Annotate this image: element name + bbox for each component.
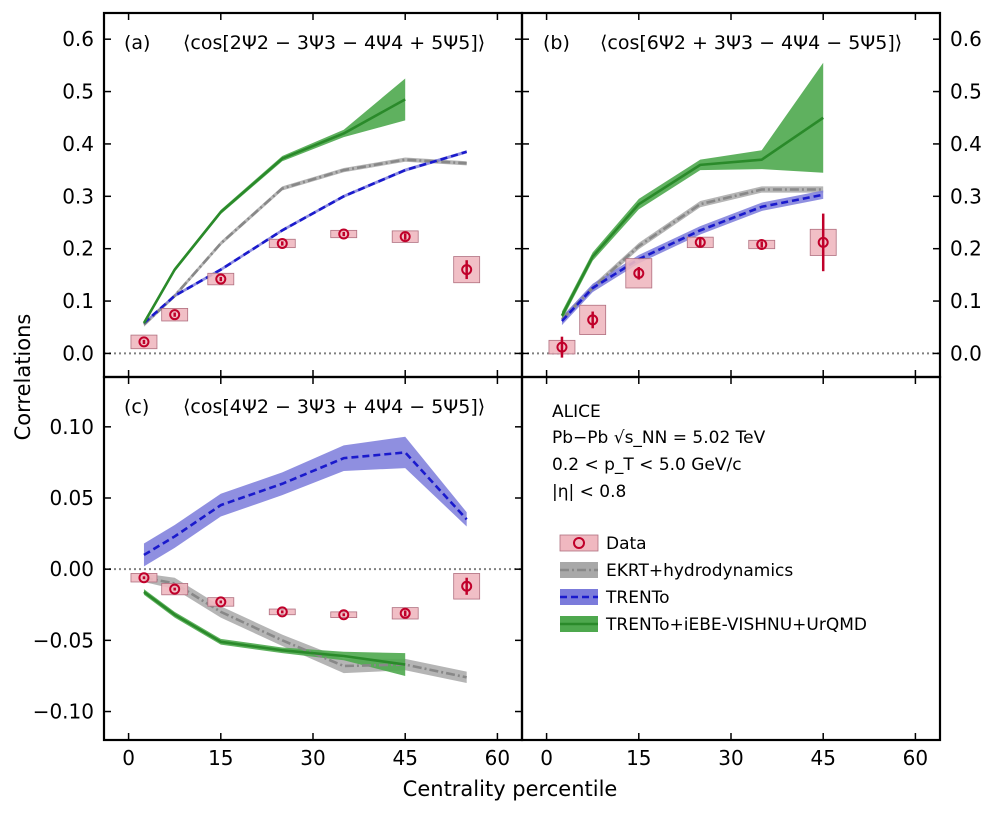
ytick-label-b-3: 0.3 bbox=[950, 184, 982, 208]
ytick-label-a-6: 0.6 bbox=[62, 27, 94, 51]
ytick-label-a-0: 0.0 bbox=[62, 341, 94, 365]
line-trento-a bbox=[143, 150, 468, 325]
data-point-b-2 bbox=[633, 267, 645, 279]
legend-label-trento: TRENTo bbox=[605, 588, 670, 608]
ytick-label-b-0: 0.0 bbox=[950, 341, 982, 365]
data-point-c-5 bbox=[399, 607, 411, 619]
xtick-label-c-4: 60 bbox=[485, 746, 510, 770]
line-ekrt-c bbox=[143, 576, 467, 679]
band-trento-c bbox=[143, 436, 467, 567]
legend-item-data: Data bbox=[559, 534, 647, 554]
panel-frames bbox=[102, 11, 942, 742]
info-eta-range: |η| < 0.8 bbox=[552, 482, 626, 502]
ytick-label-b-4: 0.4 bbox=[950, 132, 982, 156]
line-vishnu-b bbox=[560, 116, 824, 317]
data-point-c-1 bbox=[169, 583, 181, 595]
xtick-label-d-1: 15 bbox=[626, 746, 651, 770]
legend: Data EKRT+hydrodynamics TRENTo TRENTo+iE… bbox=[559, 534, 867, 635]
data-point-a-2 bbox=[215, 273, 227, 285]
panel-c-title: ⟨cos[4Ψ2 − 3Ψ3 + 4Ψ4 − 5Ψ5]⟩ bbox=[183, 396, 485, 418]
data-point-b-3 bbox=[694, 236, 706, 248]
ytick-label-c-4: 0.10 bbox=[49, 415, 94, 439]
data-point-a-5 bbox=[399, 231, 411, 243]
xtick-label-d-4: 60 bbox=[903, 746, 928, 770]
xtick-label-d-2: 30 bbox=[718, 746, 743, 770]
legend-item-trento: TRENTo bbox=[560, 588, 670, 608]
data-point-c-0 bbox=[138, 572, 150, 584]
legend-data-box bbox=[559, 534, 599, 552]
data-point-a-1 bbox=[169, 309, 181, 321]
info-experiment: ALICE bbox=[552, 402, 601, 422]
xtick-label-d-0: 0 bbox=[540, 746, 553, 770]
data-point-c-4 bbox=[338, 609, 350, 621]
ytick-label-b-5: 0.5 bbox=[950, 80, 982, 104]
data-point-b-4 bbox=[756, 238, 768, 250]
frame-panel-c bbox=[102, 375, 524, 742]
panel-b-title: ⟨cos[6Ψ2 + 3Ψ3 − 4Ψ4 − 5Ψ5]⟩ bbox=[600, 32, 902, 54]
ytick-label-c-3: 0.05 bbox=[49, 486, 94, 510]
line-trento-b bbox=[561, 193, 824, 322]
info-pt-range: 0.2 < p_T < 5.0 GeV/c bbox=[552, 455, 742, 475]
legend-data-marker bbox=[573, 537, 585, 549]
frame-panel-d bbox=[520, 375, 942, 742]
xtick-label-d-3: 45 bbox=[810, 746, 835, 770]
xtick-label-c-0: 0 bbox=[122, 746, 135, 770]
legend-label-ekrt: EKRT+hydrodynamics bbox=[606, 561, 793, 581]
band-ekrt-b bbox=[561, 186, 824, 323]
data-point-b-0 bbox=[556, 341, 568, 353]
line-ekrt-b bbox=[561, 188, 824, 321]
panel-b: 0.0 0.1 0.2 0.3 0.4 0.5 0.6 bbox=[522, 13, 982, 377]
data-point-c-2 bbox=[215, 596, 227, 608]
ytick-label-a-3: 0.3 bbox=[62, 184, 94, 208]
panel-a: 0.0 0.1 0.2 0.3 0.4 0.5 0.6 bbox=[62, 13, 522, 377]
ytick-label-a-4: 0.4 bbox=[62, 132, 94, 156]
ytick-label-b-2: 0.2 bbox=[950, 237, 982, 261]
ytick-label-a-1: 0.1 bbox=[62, 289, 94, 313]
data-point-a-4 bbox=[338, 228, 350, 240]
legend-item-vishnu: TRENTo+iEBE-VISHNU+UrQMD bbox=[560, 615, 867, 635]
legend-item-ekrt: EKRT+hydrodynamics bbox=[560, 561, 793, 581]
panel-a-label: (a) bbox=[124, 32, 150, 54]
legend-label-data: Data bbox=[606, 534, 647, 554]
xtick-label-c-1: 15 bbox=[208, 746, 233, 770]
xtick-label-c-2: 30 bbox=[300, 746, 325, 770]
line-vishnu-a bbox=[142, 98, 406, 324]
ytick-label-c-0: −0.10 bbox=[33, 700, 94, 724]
band-vishnu-c bbox=[143, 589, 406, 676]
data-point-a-6 bbox=[461, 264, 473, 276]
data-point-b-1 bbox=[587, 314, 599, 326]
ytick-label-b-1: 0.1 bbox=[950, 289, 982, 313]
data-point-a-0 bbox=[138, 336, 150, 348]
band-vishnu-a bbox=[143, 78, 406, 326]
data-point-a-3 bbox=[276, 237, 288, 249]
legend-trento-band bbox=[560, 589, 598, 605]
data-point-c-3 bbox=[276, 606, 288, 618]
x-axis-title: Centrality percentile bbox=[403, 777, 618, 801]
ytick-label-b-6: 0.6 bbox=[950, 27, 982, 51]
ytick-label-a-5: 0.5 bbox=[62, 80, 94, 104]
panel-c-label: (c) bbox=[124, 396, 149, 418]
panel-b-label: (b) bbox=[543, 32, 570, 54]
ytick-label-c-1: −0.05 bbox=[33, 628, 94, 652]
data-point-b-5 bbox=[817, 236, 829, 248]
band-trento-b bbox=[561, 190, 824, 326]
y-axis-title: Correlations bbox=[11, 314, 35, 441]
line-trento-c bbox=[143, 451, 468, 557]
xtick-label-c-3: 45 bbox=[392, 746, 417, 770]
line-vishnu-c bbox=[143, 590, 406, 666]
line-ekrt-a bbox=[143, 158, 467, 326]
ytick-label-a-2: 0.2 bbox=[62, 237, 94, 261]
info-system: Pb−Pb √s_NN = 5.02 TeV bbox=[552, 428, 766, 448]
panel-a-title: ⟨cos[2Ψ2 − 3Ψ3 − 4Ψ4 + 5Ψ5]⟩ bbox=[183, 32, 485, 54]
data-point-c-6 bbox=[461, 580, 473, 592]
legend-label-vishnu: TRENTo+iEBE-VISHNU+UrQMD bbox=[605, 615, 867, 635]
ytick-label-c-2: 0.00 bbox=[49, 557, 94, 581]
panel-c: −0.10 −0.05 0.00 0.05 0.10 0 15 30 45 60 0 15 30 45 60 bbox=[33, 377, 928, 770]
frame-panel-a bbox=[102, 11, 524, 379]
